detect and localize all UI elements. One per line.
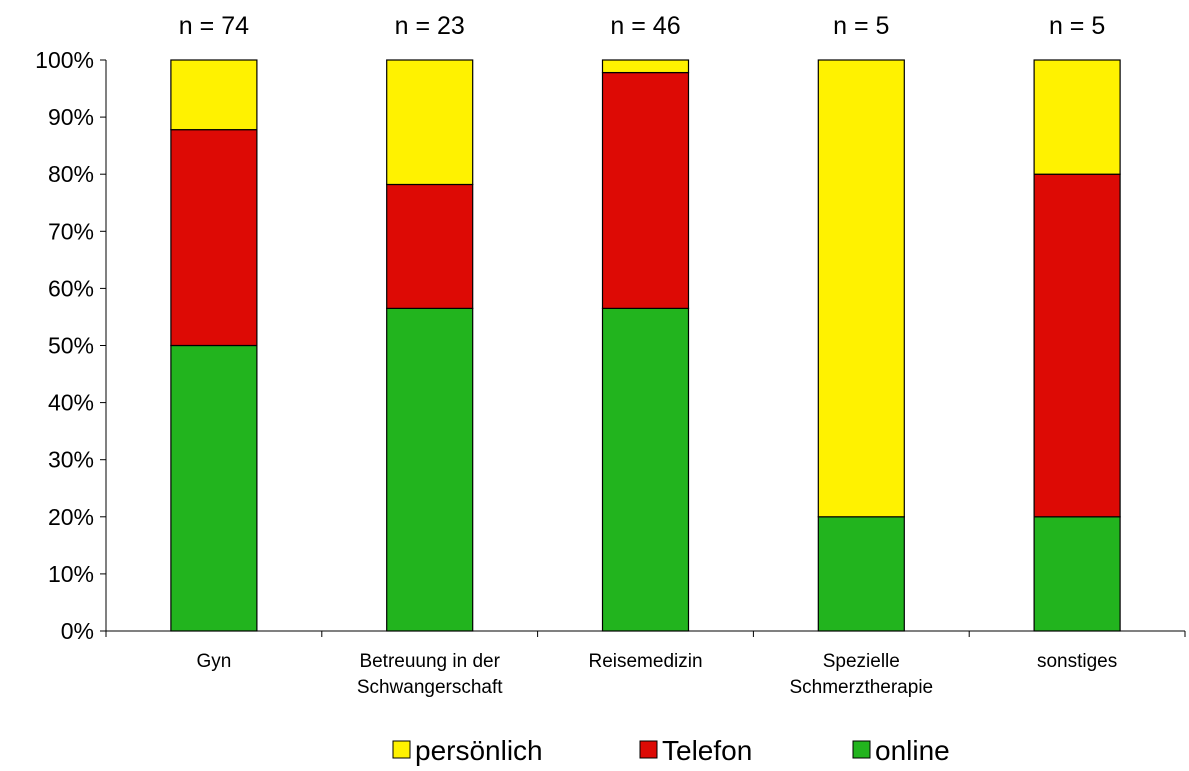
y-tick-label: 70% [48, 218, 94, 244]
y-tick-label: 40% [48, 390, 94, 416]
bar-segment-online [170, 344, 258, 632]
y-tick-label: 20% [48, 504, 94, 530]
x-category-label: Betreuung in der Schwangerschaft [357, 651, 503, 698]
y-tick-label: 90% [48, 104, 94, 130]
legend-label-persönlich: persönlich [415, 735, 543, 766]
y-tick-label: 10% [48, 561, 94, 587]
y-tick-label: 50% [48, 333, 94, 359]
y-tick-label: 30% [48, 447, 94, 473]
bar-segment-Telefon [1033, 173, 1121, 518]
bar-segment-online [386, 307, 474, 632]
bar-segment-persönlich [1033, 59, 1121, 175]
legend-label-online: online [875, 735, 950, 766]
labels: Gyn n = 74 Betreuung in der Schwangerschaft… [179, 12, 1117, 698]
x-category-label: Spezielle Schmerztherapie [789, 651, 933, 698]
bar-segment-persönlich [601, 59, 690, 74]
bar-segment-persönlich [386, 59, 474, 186]
bars [170, 59, 1121, 632]
x-category-label: Reisemedizin [588, 651, 702, 672]
y-tick-label: 100% [35, 47, 94, 73]
bar-segment-online [601, 307, 690, 632]
n-count-label: n = 5 [833, 12, 889, 40]
legend-swatch-persönlich [392, 740, 411, 759]
bar-segment-Telefon [386, 183, 474, 309]
n-count-label: n = 74 [179, 12, 249, 40]
legend-label-Telefon: Telefon [662, 735, 752, 766]
bar-segment-Telefon [170, 129, 258, 347]
bar-segment-persönlich [170, 59, 258, 131]
y-tick-label: 80% [48, 161, 94, 187]
n-count-label: n = 5 [1049, 12, 1105, 40]
legend-swatch-online [852, 740, 871, 759]
legend: persönlich Telefon online [392, 735, 950, 766]
axes: 0% 10% 20% 30% 40% 50% 60% 70% 80% 90% 100% [35, 47, 1186, 644]
bar-segment-persönlich [817, 59, 905, 518]
x-category-label: Gyn [196, 651, 231, 672]
n-count-label: n = 23 [395, 12, 465, 40]
bar-segment-Telefon [601, 71, 690, 309]
y-tick-label: 60% [48, 275, 94, 301]
bar-segment-online [817, 516, 905, 632]
n-count-label: n = 46 [610, 12, 680, 40]
bar-segment-online [1033, 516, 1121, 632]
legend-swatch-Telefon [639, 740, 658, 759]
x-category-label: sonstiges [1037, 651, 1117, 672]
y-tick-label: 0% [61, 618, 94, 644]
